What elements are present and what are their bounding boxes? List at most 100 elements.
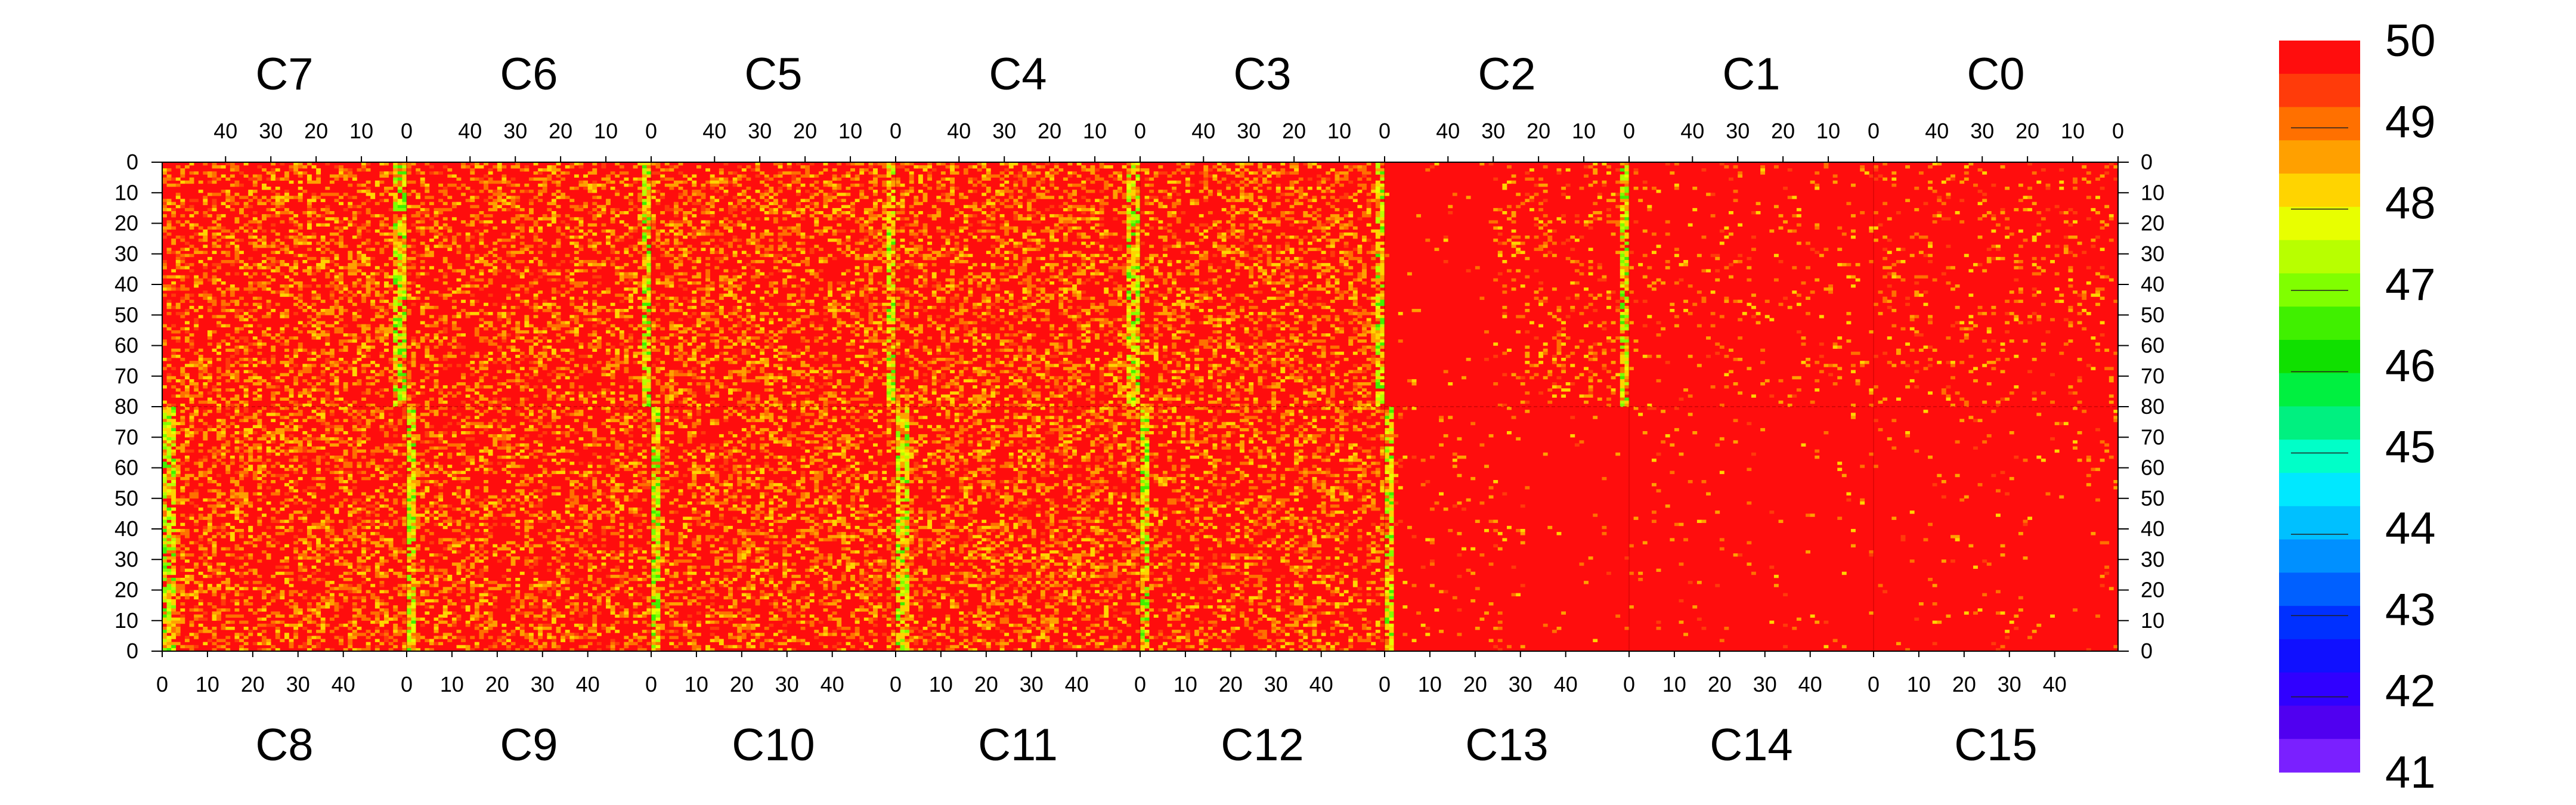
- heatmap-cell: [823, 318, 828, 321]
- heatmap-cell: [402, 275, 407, 279]
- bottom-x-tick-label: 0: [1379, 672, 1391, 696]
- heatmap-cell: [678, 336, 683, 340]
- heatmap-cell: [434, 244, 439, 248]
- heatmap-cell: [751, 324, 756, 328]
- heatmap-cell: [484, 260, 488, 264]
- heatmap-cell: [773, 162, 778, 166]
- heatmap-cell: [289, 220, 294, 224]
- heatmap-cell: [447, 266, 453, 270]
- heatmap-cell: [348, 196, 353, 199]
- heatmap-cell: [800, 174, 806, 178]
- heatmap-cell: [773, 397, 778, 401]
- heatmap-cell: [710, 247, 715, 251]
- heatmap-cell: [746, 364, 751, 367]
- heatmap-cell: [673, 351, 679, 355]
- heatmap-cell: [298, 223, 303, 227]
- heatmap-cell: [828, 370, 832, 373]
- heatmap-cell: [402, 226, 407, 230]
- heatmap-cell: [795, 193, 801, 196]
- heatmap-cell: [646, 385, 652, 389]
- heatmap-cell: [325, 223, 330, 227]
- heatmap-cell: [280, 199, 285, 202]
- heatmap-cell: [402, 199, 407, 202]
- heatmap-cell: [266, 299, 271, 304]
- heatmap-cell: [203, 376, 208, 380]
- heatmap-cell: [402, 232, 407, 236]
- heatmap-cell: [778, 180, 783, 184]
- heatmap-cell: [488, 281, 493, 285]
- heatmap-cell: [846, 247, 851, 251]
- heatmap-cell: [189, 397, 194, 401]
- heatmap-cell: [479, 236, 484, 239]
- heatmap-cell: [886, 287, 891, 291]
- heatmap-cell: [171, 183, 177, 187]
- heatmap-cell: [574, 205, 579, 209]
- heatmap-cell: [451, 290, 457, 294]
- heatmap-cell: [207, 256, 212, 261]
- heatmap-cell: [818, 394, 823, 398]
- heatmap-cell: [298, 370, 303, 373]
- heatmap-cell: [601, 162, 606, 166]
- heatmap-cell: [302, 388, 308, 392]
- heatmap-cell: [393, 373, 398, 377]
- heatmap-cell: [529, 272, 534, 275]
- heatmap-cell: [805, 190, 810, 193]
- heatmap-cell: [837, 287, 842, 291]
- heatmap-cell: [293, 296, 299, 300]
- heatmap-cell: [515, 165, 521, 169]
- heatmap-cell: [619, 336, 624, 340]
- heatmap-cell: [795, 208, 801, 212]
- heatmap-cell: [306, 330, 312, 334]
- heatmap-cell: [542, 183, 547, 187]
- heatmap-cell: [574, 339, 579, 343]
- heatmap-cell: [561, 336, 566, 340]
- heatmap-cell: [886, 162, 891, 166]
- heatmap-cell: [352, 196, 357, 199]
- heatmap-cell: [239, 196, 244, 199]
- heatmap-cell: [298, 403, 303, 407]
- heatmap-cell: [791, 174, 797, 178]
- heatmap-cell: [225, 358, 231, 361]
- heatmap-cell: [221, 339, 226, 343]
- heatmap-cell: [619, 266, 624, 270]
- heatmap-cell: [339, 348, 343, 352]
- heatmap-cell: [628, 305, 633, 309]
- heatmap-cell: [692, 296, 697, 300]
- heatmap-cell: [271, 190, 276, 193]
- heatmap-cell: [447, 183, 453, 187]
- heatmap-cell: [397, 205, 402, 209]
- heatmap-cell: [646, 327, 652, 331]
- heatmap-cell: [529, 348, 534, 352]
- heatmap-cell: [863, 385, 869, 389]
- top-x-tick-label: 0: [645, 119, 657, 143]
- heatmap-cell: [429, 196, 434, 199]
- heatmap-cell: [624, 358, 629, 361]
- heatmap-cell: [438, 400, 444, 404]
- heatmap-cell: [533, 223, 538, 227]
- heatmap-cell: [800, 327, 806, 331]
- heatmap-cell: [782, 391, 788, 395]
- heatmap-cell: [397, 287, 402, 291]
- heatmap-cell: [189, 223, 194, 227]
- heatmap-cell: [451, 242, 457, 245]
- heatmap-cell: [800, 260, 806, 264]
- heatmap-cell: [447, 263, 453, 267]
- heatmap-cell: [334, 391, 339, 395]
- heatmap-cell: [755, 269, 760, 273]
- heatmap-cell: [606, 364, 611, 367]
- heatmap-cell: [357, 348, 362, 352]
- heatmap-cell: [723, 256, 729, 261]
- heatmap-cell: [837, 199, 842, 202]
- heatmap-cell: [470, 236, 475, 239]
- heatmap-cell: [646, 400, 652, 404]
- heatmap-cell: [692, 391, 697, 395]
- heatmap-cell: [425, 196, 430, 199]
- heatmap-cell: [239, 358, 244, 361]
- heatmap-cell: [769, 247, 774, 251]
- heatmap-cell: [275, 250, 280, 255]
- heatmap-cell: [493, 272, 498, 275]
- heatmap-cell: [592, 330, 597, 334]
- heatmap-cell: [637, 266, 643, 270]
- heatmap-cell: [556, 190, 561, 193]
- heatmap-cell: [393, 232, 398, 236]
